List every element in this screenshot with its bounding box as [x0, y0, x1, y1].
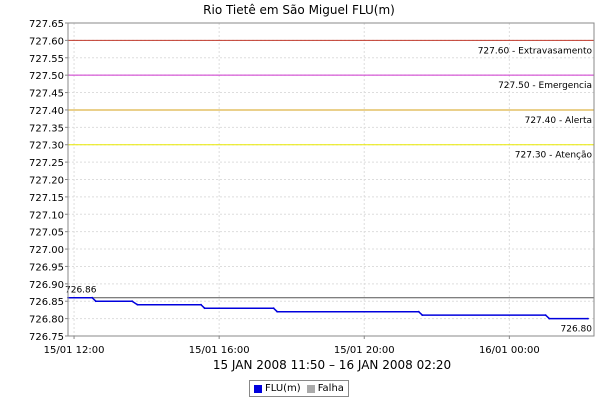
series-point-flu [136, 303, 139, 306]
x-tick-label: 15/01 12:00 [44, 345, 105, 356]
x-tick-label: 16/01 00:00 [479, 345, 540, 356]
y-tick-label: 727.20 [29, 176, 64, 187]
plot-area: 727.65 727.60 727.55 727.50 727.45 727.40 727.… [29, 19, 595, 356]
legend-label-flu: FLU(m) [265, 383, 301, 394]
series-point-flu [276, 310, 279, 313]
x-tick-label: 15/01 20:00 [334, 345, 395, 356]
y-tick-label: 727.10 [29, 210, 64, 221]
legend-label-falha: Falha [317, 383, 344, 394]
y-tick-label: 727.50 [29, 71, 64, 82]
threshold-label: 727.60 - Extravasamento [478, 46, 593, 56]
threshold-label: 727.50 - Emergencia [498, 81, 592, 91]
x-tick-label: 15/01 16:00 [189, 345, 250, 356]
threshold-label: 727.40 - Alerta [525, 116, 592, 126]
y-tick-label: 727.60 [29, 36, 64, 47]
y-tick-label: 727.05 [29, 228, 64, 239]
y-tick-label: 726.80 [29, 315, 64, 326]
y-tick-label: 726.95 [29, 262, 64, 273]
series-point-flu [272, 307, 275, 310]
legend: FLU(m) Falha [249, 380, 349, 397]
legend-swatch-falha [306, 384, 315, 393]
series-point-flu [417, 310, 420, 313]
chart-title: Rio Tietê em São Miguel FLU(m) [203, 3, 395, 17]
threshold-label: 727.30 - Atenção [515, 151, 593, 161]
y-tick-label: 727.35 [29, 123, 64, 134]
series-point-flu [200, 303, 202, 306]
y-tick-label: 727.45 [29, 89, 64, 100]
legend-item-flu: FLU(m) [254, 383, 301, 394]
y-tick-label: 727.25 [29, 158, 64, 169]
plot-border [67, 22, 595, 337]
series-point-flu [544, 314, 547, 316]
y-tick-label: 727.40 [29, 106, 64, 117]
y-tick-label: 727.30 [29, 141, 64, 152]
y-tick-label: 727.15 [29, 193, 64, 204]
last-value-label: 726.80 [561, 325, 593, 335]
y-tick-label: 726.90 [29, 280, 64, 291]
legend-swatch-flu [254, 384, 262, 393]
series-point-flu [421, 314, 424, 316]
y-tick-label: 727.55 [29, 54, 64, 65]
series-point-flu [548, 317, 551, 320]
y-tick-label: 726.85 [29, 297, 64, 308]
series-point-flu [587, 317, 589, 320]
first-value-label: 726.86 [65, 286, 97, 296]
series-point-flu [203, 307, 206, 310]
y-tick-label: 727.00 [29, 245, 64, 256]
chart-subtitle: 15 JAN 2008 11:50 – 16 JAN 2008 02:20 [213, 358, 451, 372]
series-point-flu [94, 300, 97, 303]
series-point-flu [91, 296, 94, 299]
y-tick-label: 726.75 [29, 332, 64, 343]
y-tick-label: 727.65 [29, 19, 64, 30]
legend-item-falha: Falha [306, 383, 344, 394]
series-point-flu [131, 300, 134, 303]
series-line-flu [68, 296, 588, 320]
plot-background [68, 23, 594, 336]
